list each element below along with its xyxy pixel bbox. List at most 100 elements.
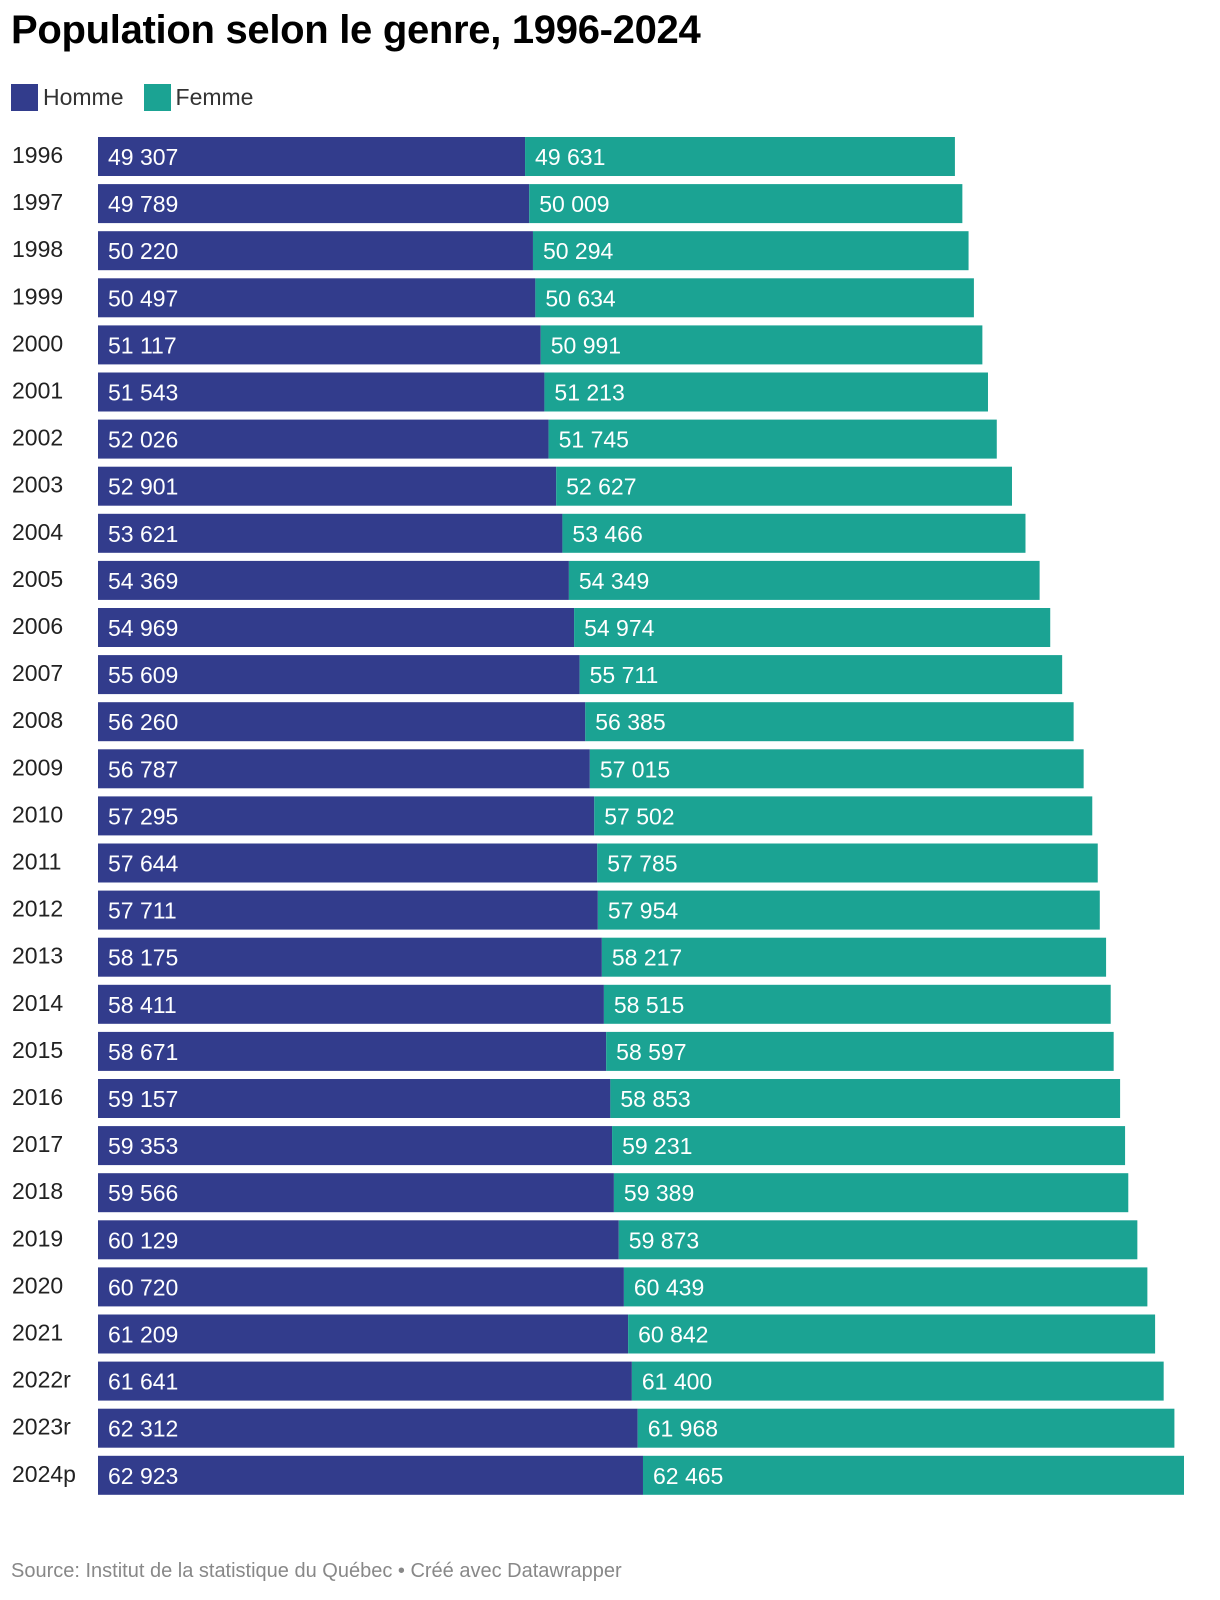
year-label: 2009: [12, 754, 63, 780]
bar-homme: [98, 1126, 613, 1166]
bar-homme: [98, 1173, 614, 1213]
bar-femme: [597, 843, 1098, 883]
year-label: 2010: [12, 801, 63, 827]
bar-value-label-homme: 54 369: [108, 568, 178, 594]
bar-homme: [98, 1220, 619, 1260]
bar-homme: [98, 325, 541, 365]
bar-value-label-homme: 59 566: [108, 1180, 178, 1206]
bar-value-label-femme: 58 217: [612, 945, 682, 971]
bar-homme: [98, 608, 575, 647]
legend-item-homme: Homme: [11, 83, 124, 111]
bar-homme: [98, 1455, 643, 1495]
bar-homme: [98, 937, 602, 977]
year-label: 2015: [12, 1037, 63, 1063]
bar-femme: [603, 984, 1111, 1024]
year-label: 2013: [12, 943, 63, 969]
bar-value-label-femme: 50 294: [543, 238, 614, 264]
bar-femme: [618, 1220, 1138, 1260]
bar-homme: [98, 1408, 638, 1448]
year-label: 2001: [12, 378, 63, 404]
year-label: 1997: [12, 189, 63, 215]
bar-value-label-femme: 60 439: [634, 1274, 704, 1300]
bar-femme: [610, 1079, 1121, 1118]
bar-femme: [535, 278, 974, 318]
bar-value-label-homme: 56 260: [108, 709, 178, 735]
bar-femme: [579, 655, 1063, 695]
bar-femme: [574, 608, 1051, 647]
bar-value-label-homme: 49 307: [108, 144, 178, 170]
bar-value-label-femme: 49 631: [535, 144, 605, 170]
bar-homme: [98, 560, 569, 600]
bar-value-label-homme: 49 789: [108, 191, 178, 217]
bar-value-label-femme: 59 873: [629, 1227, 699, 1253]
year-label: 2019: [12, 1225, 63, 1251]
bar-value-label-femme: 62 465: [653, 1463, 723, 1489]
bar-value-label-homme: 57 295: [108, 803, 178, 829]
bar-femme: [628, 1314, 1156, 1354]
year-label: 2008: [12, 707, 63, 733]
year-label: 2002: [12, 425, 63, 451]
bar-homme: [98, 372, 545, 412]
legend-swatch-homme: [11, 83, 38, 111]
bar-value-label-femme: 50 634: [545, 285, 616, 311]
bar-femme: [525, 137, 955, 176]
bar-value-label-femme: 60 842: [638, 1322, 708, 1348]
bar-femme: [585, 702, 1074, 742]
bar-value-label-homme: 60 129: [108, 1227, 178, 1253]
bar-value-label-femme: 54 349: [579, 568, 649, 594]
bar-value-label-femme: 59 231: [622, 1133, 692, 1159]
bar-value-label-homme: 61 641: [108, 1369, 178, 1395]
year-label: 1996: [12, 142, 63, 168]
bar-homme: [98, 655, 580, 695]
year-label: 2006: [12, 613, 63, 639]
bar-femme: [606, 1031, 1114, 1071]
year-label: 1999: [12, 283, 63, 309]
bar-value-label-femme: 55 711: [590, 662, 659, 688]
bar-value-label-homme: 62 312: [108, 1416, 178, 1442]
bar-value-label-femme: 57 502: [604, 803, 674, 829]
year-label: 2018: [12, 1178, 63, 1204]
bar-value-label-femme: 61 968: [648, 1416, 718, 1442]
bar-femme: [529, 184, 963, 224]
bar-value-label-homme: 50 497: [108, 285, 178, 311]
bar-value-label-femme: 59 389: [624, 1180, 694, 1206]
bar-value-label-homme: 55 609: [108, 662, 178, 688]
bar-homme: [98, 137, 526, 176]
bar-homme: [98, 1031, 607, 1071]
bar-value-label-femme: 56 385: [595, 709, 665, 735]
bar-value-label-homme: 57 711: [108, 898, 177, 924]
bar-femme: [532, 231, 969, 271]
year-label: 2007: [12, 660, 63, 686]
legend-item-femme: Femme: [143, 83, 253, 111]
bar-femme: [544, 372, 988, 412]
legend: Homme Femme: [11, 82, 273, 112]
year-label: 1998: [12, 236, 63, 262]
bar-value-label-femme: 54 974: [584, 615, 655, 641]
bar-value-label-femme: 51 213: [554, 380, 624, 406]
bar-homme: [98, 1361, 632, 1401]
bar-femme: [637, 1408, 1175, 1448]
bar-femme: [623, 1267, 1148, 1307]
bar-value-label-femme: 57 785: [607, 851, 677, 877]
bar-homme: [98, 843, 598, 883]
year-label: 2005: [12, 566, 63, 592]
bar-value-label-homme: 52 026: [108, 427, 178, 453]
bar-value-label-femme: 58 597: [616, 1039, 686, 1065]
bar-value-label-homme: 54 969: [108, 615, 178, 641]
bar-homme: [98, 231, 533, 271]
bar-value-label-femme: 57 954: [608, 898, 679, 924]
source-note: Source: Institut de la statistique du Qu…: [11, 1560, 622, 1582]
year-label: 2014: [12, 990, 63, 1016]
year-label: 2017: [12, 1131, 63, 1157]
bar-value-label-femme: 53 466: [572, 521, 642, 547]
year-label: 2003: [12, 472, 63, 498]
bar-value-label-homme: 58 671: [108, 1039, 178, 1065]
bar-homme: [98, 419, 549, 459]
bar-value-label-homme: 50 220: [108, 238, 178, 264]
bar-value-label-femme: 51 745: [559, 427, 629, 453]
legend-swatch-femme: [143, 83, 171, 111]
bar-femme: [597, 890, 1100, 930]
bar-value-label-homme: 52 901: [108, 474, 178, 500]
bar-value-label-homme: 51 543: [108, 380, 178, 406]
bar-homme: [98, 984, 604, 1024]
